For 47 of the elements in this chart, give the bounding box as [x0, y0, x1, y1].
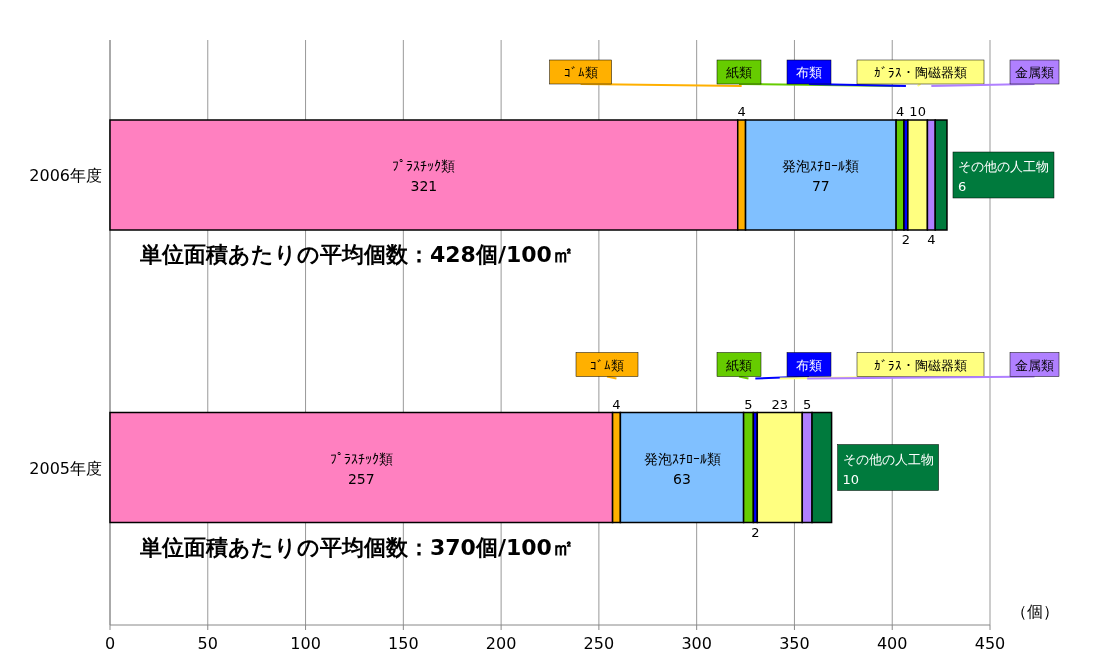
annotation: 単位面積あたりの平均個数：428個/100㎡ — [139, 242, 574, 267]
x-tick-label: 300 — [681, 634, 712, 653]
text: ﾌﾟﾗｽﾁｯｸ類 — [329, 450, 393, 467]
text: ｶﾞﾗｽ・陶磁器類 — [874, 357, 967, 373]
text: 紙類 — [726, 357, 752, 373]
data-label: 23 — [771, 396, 789, 412]
data-label: 4 — [612, 396, 621, 412]
data-label: 10 — [909, 104, 926, 119]
text: 発泡ｽﾁﾛｰﾙ類 — [782, 158, 860, 174]
annotation: 単位面積あたりの平均個数：370個/100㎡ — [139, 534, 574, 560]
data-label: 5 — [803, 396, 812, 412]
series-label: その他の人工物 — [957, 159, 1049, 174]
y-tick-label: 2006年度 — [29, 166, 102, 185]
data-label: 4 — [927, 232, 936, 247]
data-label: 77 — [811, 178, 830, 194]
data-label: 2 — [901, 232, 911, 247]
x-tick-label: 450 — [974, 634, 1006, 653]
data-label: 63 — [673, 470, 691, 487]
x-tick-label: 100 — [290, 634, 321, 653]
series-label: ﾌﾟﾗｽﾁｯｸ類 — [392, 158, 456, 174]
data-label: 10 — [842, 471, 860, 487]
data-label: 2 — [751, 524, 760, 540]
text: ｶﾞﾗｽ・陶磁器類 — [874, 65, 967, 80]
series-label: 発泡ｽﾁﾛｰﾙ類 — [643, 450, 721, 467]
text: その他の人工物 — [842, 451, 934, 467]
text: 布類 — [796, 65, 822, 80]
text: 金属類 — [1015, 65, 1054, 80]
text: 布類 — [796, 357, 822, 373]
x-tick-label: 50 — [197, 634, 218, 653]
x-tick-label: 350 — [779, 634, 810, 653]
text: ｺﾞﾑ類 — [590, 357, 624, 373]
text: ｺﾞﾑ類 — [563, 65, 598, 80]
data-label: 6 — [957, 179, 967, 194]
x-tick-label: 400 — [876, 634, 908, 653]
text: 紙類 — [726, 65, 752, 80]
data-label: 4 — [895, 104, 905, 119]
x-tick-label: 200 — [485, 634, 517, 653]
y-tick-label: 2005年度 — [29, 458, 102, 478]
data-label: 4 — [737, 104, 746, 119]
x-axis-title: （個） — [1011, 602, 1059, 621]
data-label: 5 — [744, 396, 753, 412]
x-tick-label: 250 — [583, 634, 615, 653]
x-tick-label: 0 — [104, 634, 116, 653]
x-tick-label: 150 — [388, 634, 419, 653]
data-label: 257 — [347, 470, 375, 487]
data-label: 321 — [410, 178, 438, 194]
text: 金属類 — [1015, 357, 1054, 373]
